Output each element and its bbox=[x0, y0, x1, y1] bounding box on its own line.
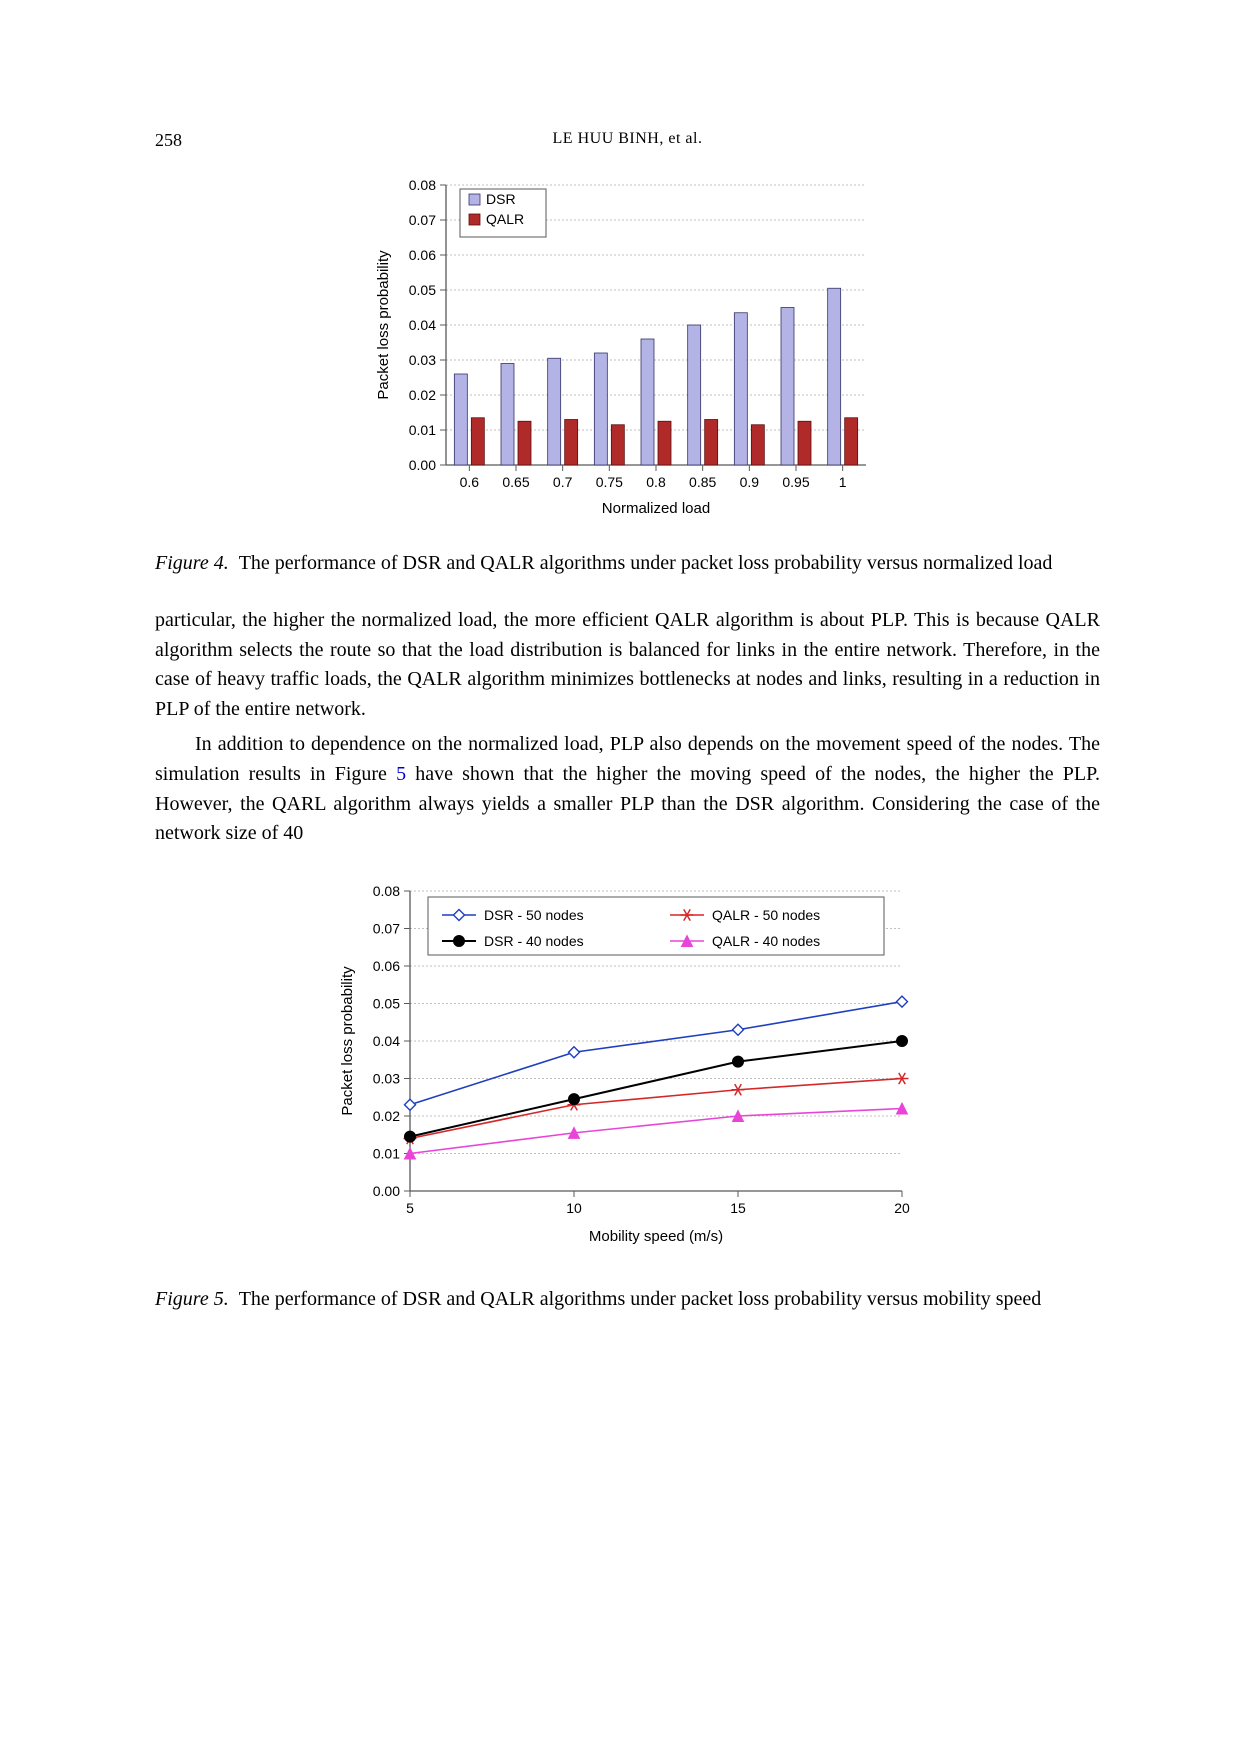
figure-4-caption-text: The performance of DSR and QALR algorith… bbox=[239, 552, 1053, 574]
svg-text:QALR - 50 nodes: QALR - 50 nodes bbox=[712, 907, 820, 923]
svg-text:0.00: 0.00 bbox=[372, 1183, 399, 1199]
figure-5-label: Figure 5. bbox=[155, 1288, 229, 1310]
svg-text:0.03: 0.03 bbox=[372, 1070, 399, 1086]
svg-text:0.8: 0.8 bbox=[646, 474, 666, 490]
paragraph-2: In addition to dependence on the normali… bbox=[155, 730, 1100, 848]
figure-4-chart: 0.00 0.01 0.02 0.03 0.04 0.05 0.06 0.07 0.08 0.6 0… bbox=[358, 171, 898, 541]
svg-text:0.02: 0.02 bbox=[372, 1108, 399, 1124]
svg-text:0.00: 0.00 bbox=[408, 457, 435, 473]
svg-text:0.6: 0.6 bbox=[459, 474, 479, 490]
svg-text:0.7: 0.7 bbox=[552, 474, 572, 490]
figure-4-label: Figure 4. bbox=[155, 552, 229, 574]
figure-5-ref-link[interactable]: 5 bbox=[396, 763, 406, 785]
svg-text:DSR: DSR bbox=[486, 191, 516, 207]
svg-text:0.05: 0.05 bbox=[408, 282, 435, 298]
svg-text:0.95: 0.95 bbox=[782, 474, 809, 490]
svg-text:0.65: 0.65 bbox=[502, 474, 529, 490]
svg-text:0.07: 0.07 bbox=[372, 920, 399, 936]
svg-text:DSR - 40 nodes: DSR - 40 nodes bbox=[484, 933, 584, 949]
svg-text:0.08: 0.08 bbox=[372, 883, 399, 899]
svg-text:0.01: 0.01 bbox=[408, 422, 435, 438]
svg-text:QALR: QALR bbox=[486, 211, 524, 227]
svg-text:5: 5 bbox=[406, 1200, 414, 1216]
svg-text:0.06: 0.06 bbox=[408, 247, 435, 263]
svg-text:0.06: 0.06 bbox=[372, 958, 399, 974]
svg-text:0.05: 0.05 bbox=[372, 995, 399, 1011]
svg-text:0.04: 0.04 bbox=[408, 317, 435, 333]
svg-text:0.04: 0.04 bbox=[372, 1033, 399, 1049]
svg-text:0.07: 0.07 bbox=[408, 212, 435, 228]
figure-4-caption: Figure 4. The performance of DSR and QAL… bbox=[155, 549, 1100, 578]
svg-text:0.03: 0.03 bbox=[408, 352, 435, 368]
page-header: 258 LE HUU BINH, et al. 000 bbox=[155, 130, 1100, 151]
svg-text:1: 1 bbox=[838, 474, 846, 490]
svg-text:0.02: 0.02 bbox=[408, 387, 435, 403]
svg-text:0.08: 0.08 bbox=[408, 177, 435, 193]
svg-text:Packet loss probability: Packet loss probability bbox=[375, 250, 392, 400]
page-number: 258 bbox=[155, 130, 182, 151]
svg-text:Normalized load: Normalized load bbox=[601, 500, 709, 517]
svg-text:0.75: 0.75 bbox=[595, 474, 622, 490]
svg-text:0.85: 0.85 bbox=[689, 474, 716, 490]
svg-text:DSR - 50 nodes: DSR - 50 nodes bbox=[484, 907, 584, 923]
running-head: LE HUU BINH, et al. bbox=[182, 130, 1073, 151]
svg-text:QALR - 40 nodes: QALR - 40 nodes bbox=[712, 933, 820, 949]
svg-text:0.01: 0.01 bbox=[372, 1145, 399, 1161]
svg-text:Mobility speed (m/s): Mobility speed (m/s) bbox=[588, 1228, 722, 1245]
svg-text:10: 10 bbox=[566, 1200, 582, 1216]
svg-text:15: 15 bbox=[730, 1200, 746, 1216]
svg-text:Packet loss probability: Packet loss probability bbox=[339, 966, 356, 1116]
figure-5-caption-text: The performance of DSR and QALR algorith… bbox=[239, 1288, 1042, 1310]
figure-5-chart: 0.00 0.01 0.02 0.03 0.04 0.05 0.06 0.07 0.08 5 10 1… bbox=[318, 877, 938, 1277]
svg-text:0.9: 0.9 bbox=[739, 474, 759, 490]
figure-5-caption: Figure 5. The performance of DSR and QAL… bbox=[155, 1285, 1100, 1314]
svg-text:20: 20 bbox=[894, 1200, 910, 1216]
paragraph-1: particular, the higher the normalized lo… bbox=[155, 606, 1100, 724]
